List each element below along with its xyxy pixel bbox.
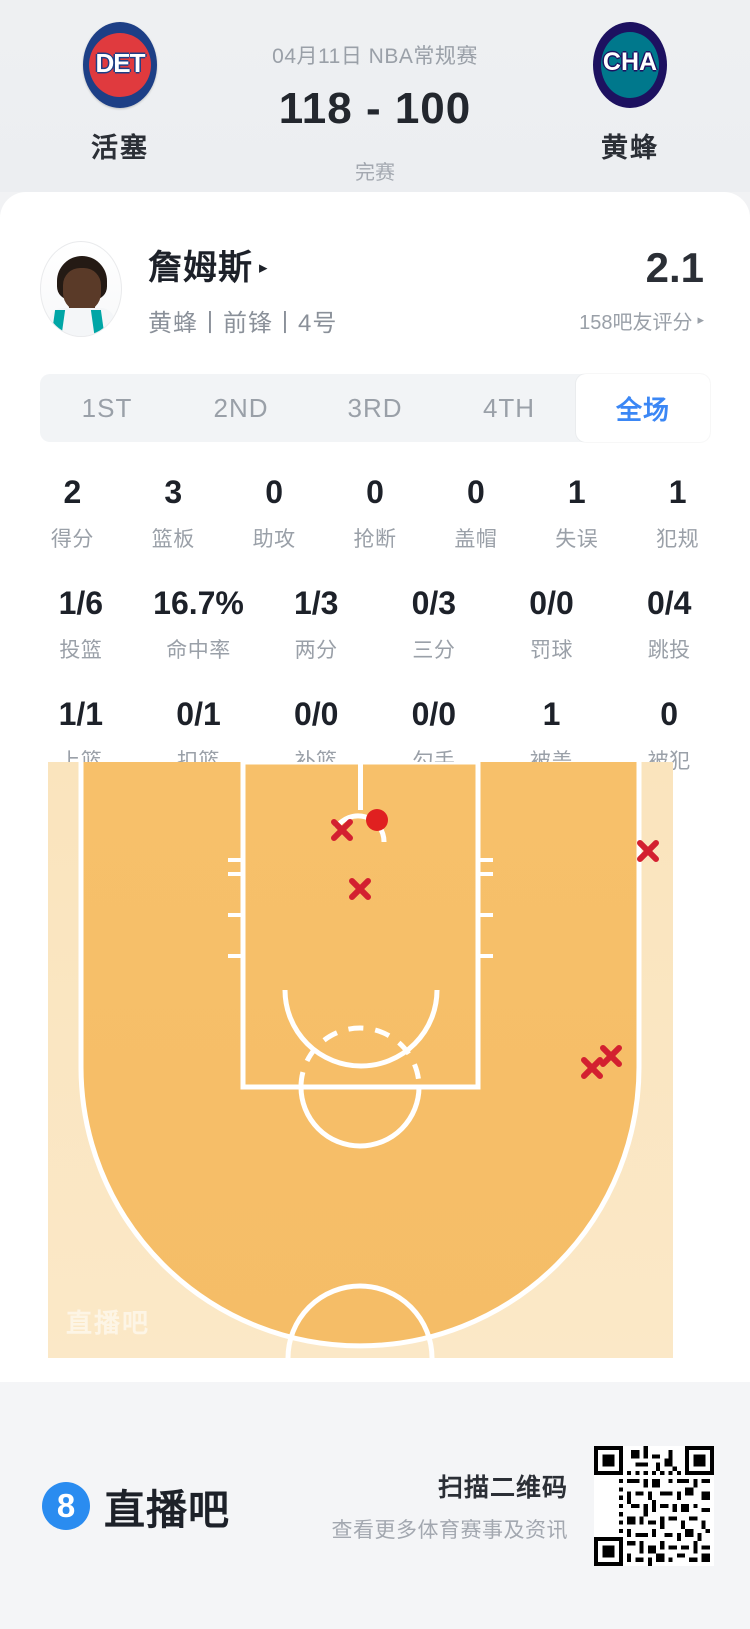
match-status: 完赛 xyxy=(355,162,395,184)
court-diagram xyxy=(48,762,673,1358)
stat-label: 助攻 xyxy=(252,528,296,551)
stat-blocks: 0 盖帽 xyxy=(425,474,526,553)
rating-block[interactable]: 2.1 158吧友评分 ▸ xyxy=(579,244,710,335)
score-center: 04月11日 NBA常规赛 118 - 100 完赛 xyxy=(225,22,525,185)
stat-value: 1/1 xyxy=(58,696,104,732)
tab-3rd[interactable]: 3RD xyxy=(347,392,403,423)
stat-label: 跳投 xyxy=(647,639,691,662)
chevron-right-small-icon: ▸ xyxy=(697,312,704,327)
stat-value: 0/3 xyxy=(411,585,457,621)
stat-value: 1/3 xyxy=(293,585,339,621)
away-team[interactable]: CHA 黄蜂 xyxy=(525,22,735,165)
home-team-name: 活塞 xyxy=(91,133,149,163)
qr-code-icon[interactable] xyxy=(594,1445,714,1566)
stat-label: 得分 xyxy=(50,528,94,551)
tab-4th[interactable]: 4TH xyxy=(482,392,536,423)
stat-free-throw: 0/0 罚球 xyxy=(493,585,611,664)
stat-label: 篮板 xyxy=(151,528,195,551)
player-header: 詹姆斯 ▸ 黄蜂丨前锋丨4号 2.1 158吧友评分 ▸ xyxy=(0,192,750,342)
tab-full-game[interactable]: 全场 xyxy=(576,374,710,442)
stat-jumpshot: 0/4 跳投 xyxy=(610,585,728,664)
stat-turnovers: 1 失误 xyxy=(526,474,627,553)
chevron-right-icon: ▸ xyxy=(259,258,269,277)
stats-row-shooting: 1/6 投篮 16.7% 命中率 1/3 两分 0/3 三分 0/0 罚球 xyxy=(22,585,728,664)
det-logo-icon: DET xyxy=(77,22,163,108)
brand-mark-icon: 8 xyxy=(42,1481,90,1530)
stat-value: 1/6 xyxy=(58,585,104,621)
stats-grid: 2 得分 3 篮板 0 助攻 0 抢断 0 盖帽 xyxy=(0,474,750,775)
stat-two-point: 1/3 两分 xyxy=(257,585,375,664)
quarter-tabs: 1ST 2ND 3RD 4TH 全场 xyxy=(40,374,710,442)
stat-value: 0/0 xyxy=(293,696,339,732)
qr-text: 扫描二维码 查看更多体育赛事及资讯 xyxy=(332,1468,569,1544)
stat-value: 2 xyxy=(63,474,82,510)
stat-label: 抢断 xyxy=(353,528,397,551)
away-team-name: 黄蜂 xyxy=(601,133,659,163)
cha-logo-text: CHA xyxy=(602,48,658,76)
shot-made xyxy=(366,809,388,831)
shot-chart[interactable]: 直播吧 xyxy=(48,762,673,1358)
footer: 8 直播吧 扫描二维码 查看更多体育赛事及资讯 xyxy=(0,1382,750,1629)
det-logo-text: DET xyxy=(95,48,146,78)
tab-1st[interactable]: 1ST xyxy=(81,392,133,423)
player-name-row[interactable]: 詹姆斯 ▸ xyxy=(148,240,579,289)
stat-value: 16.7% xyxy=(153,585,244,621)
stat-assists: 0 助攻 xyxy=(224,474,325,553)
stat-label: 命中率 xyxy=(166,639,231,662)
stat-label: 犯规 xyxy=(656,528,700,551)
stat-value: 1 xyxy=(567,474,586,510)
rating-value: 2.1 xyxy=(645,243,704,291)
stat-label: 三分 xyxy=(412,639,456,662)
scoreboard: DET 活塞 04月11日 NBA常规赛 118 - 100 完赛 CHA 黄蜂 xyxy=(0,0,750,192)
stat-three-point: 0/3 三分 xyxy=(375,585,493,664)
player-subtitle: 黄蜂丨前锋丨4号 xyxy=(148,310,338,337)
rating-label: 158吧友评分 xyxy=(579,311,693,334)
court-watermark: 直播吧 xyxy=(66,1308,151,1338)
tab-2nd[interactable]: 2ND xyxy=(213,392,269,423)
stat-label: 投篮 xyxy=(59,639,103,662)
stat-value: 0/0 xyxy=(529,585,574,621)
shot-missed-group xyxy=(331,819,659,1079)
player-meta: 詹姆斯 ▸ 黄蜂丨前锋丨4号 xyxy=(122,240,579,338)
stat-value: 0/4 xyxy=(646,585,692,621)
stat-value: 0 xyxy=(265,474,284,510)
stat-steals: 0 抢断 xyxy=(325,474,426,553)
rating-label-row: 158吧友评分 ▸ xyxy=(579,306,704,335)
stat-label: 盖帽 xyxy=(454,528,498,551)
match-meta: 04月11日 NBA常规赛 xyxy=(272,45,478,68)
stat-value: 0 xyxy=(660,696,679,732)
stat-value: 3 xyxy=(164,474,183,510)
qr-block: 扫描二维码 查看更多体育赛事及资讯 xyxy=(332,1445,750,1566)
home-team[interactable]: DET 活塞 xyxy=(15,22,225,165)
stat-value: 0/1 xyxy=(176,696,221,732)
stats-row-basic: 2 得分 3 篮板 0 助攻 0 抢断 0 盖帽 xyxy=(22,474,728,553)
stat-label: 两分 xyxy=(294,639,338,662)
qr-title: 扫描二维码 xyxy=(437,1473,568,1502)
stat-fg: 1/6 投篮 xyxy=(22,585,140,664)
stat-value: 0 xyxy=(466,474,485,510)
stat-rebounds: 3 篮板 xyxy=(123,474,224,553)
stat-fouls: 1 犯规 xyxy=(627,474,728,553)
stat-value: 1 xyxy=(668,474,687,510)
brand-logo[interactable]: 8 直播吧 xyxy=(42,1476,230,1536)
player-name: 詹姆斯 xyxy=(148,249,253,287)
qr-subtitle: 查看更多体育赛事及资讯 xyxy=(331,1518,568,1542)
stat-value: 0 xyxy=(366,474,384,510)
cha-logo-icon: CHA xyxy=(587,22,673,108)
score-line: 118 - 100 xyxy=(278,84,472,133)
stat-value: 1 xyxy=(542,696,561,732)
stat-label: 失误 xyxy=(555,528,599,551)
stat-fg-pct: 16.7% 命中率 xyxy=(140,585,258,664)
avatar[interactable] xyxy=(40,241,122,337)
stat-label: 罚球 xyxy=(530,639,574,662)
stat-points: 2 得分 xyxy=(22,474,123,553)
brand-name: 直播吧 xyxy=(104,1486,230,1533)
stat-value: 0/0 xyxy=(411,696,457,732)
